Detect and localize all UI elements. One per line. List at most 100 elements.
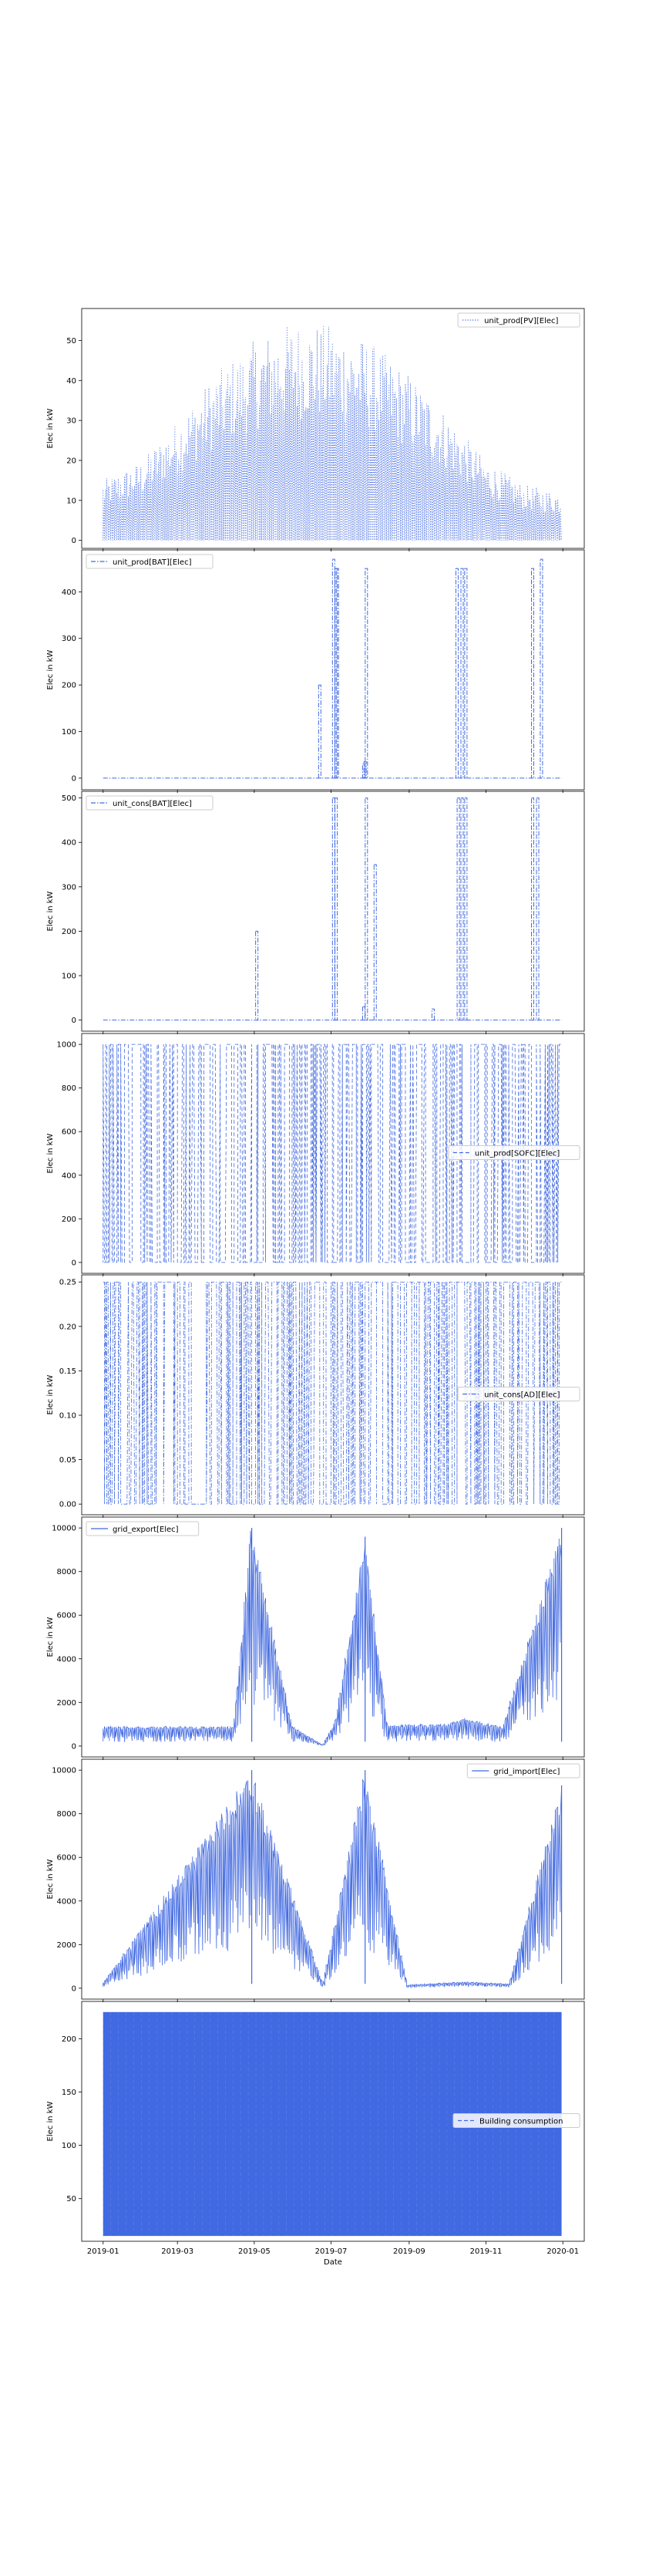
y-tick-label: 100 [62,2142,76,2150]
subplot-2: 0 100 200 300 400 Elec in kW unit_prod[BAT][El… [46,549,585,793]
axes-frame [81,1758,585,2000]
series-spike [531,797,535,1021]
plot-area [103,1770,563,1989]
y-tick-label: 500 [62,794,76,803]
series-line-7 [103,1779,562,1989]
series-line-6 [103,1530,562,1746]
axes-frame [81,549,585,791]
x-axis-label: Date [324,2258,342,2267]
y-tick-label: 0 [72,1984,76,1993]
y-tick-label: 0 [72,537,76,545]
y-tick-label: 400 [62,839,76,848]
x-tick-label: 2020-01 [546,2247,579,2256]
y-axis-label: Elec in kW [46,2101,55,2141]
y-tick-label: 600 [62,1128,76,1137]
legend: grid_import[Elec] [466,1763,580,1779]
y-tick-label: 0.20 [59,1323,76,1331]
y-tick-label: 0.00 [59,1501,76,1509]
legend-label: unit_cons[AD][Elec] [484,1391,560,1400]
axes-frame [81,308,585,549]
series-spike [464,568,468,779]
y-tick-label: 10000 [52,1525,76,1533]
y-tick-label: 800 [62,1084,76,1093]
y-axis-label: Elec in kW [46,649,55,690]
y-tick-label: 200 [62,2035,76,2044]
subplot-5: 0.00 0.05 0.10 0.15 0.20 0.25 Elec in kW unit_c… [46,1274,585,1518]
series-spike [335,797,338,1021]
legend-label: grid_import[Elec] [493,1768,560,1776]
plot-area [103,797,562,1021]
y-axis-label: Elec in kW [46,408,55,448]
legend-label: unit_prod[SOFC][Elec] [475,1150,560,1158]
y-tick-label: 0.15 [59,1367,76,1376]
legend: unit_prod[BAT][Elec] [86,554,214,569]
legend-box [448,1145,580,1160]
y-tick-label: 400 [62,588,76,597]
y-tick-label: 0 [72,1259,76,1267]
y-tick-label: 20 [66,457,76,465]
y-tick-label: 40 [66,377,76,386]
series-spike [460,797,464,1021]
x-tick-label: 2019-07 [315,2247,348,2256]
y-tick-label: 0.10 [59,1411,76,1420]
axes-frame [81,1033,585,1274]
legend-label: unit_prod[BAT][Elec] [113,558,192,567]
subplot-1: 0 10 20 30 40 50 Elec in kW unit_prod[PV][Elec] [46,308,585,551]
series-spike [255,930,259,1021]
y-tick-label: 300 [62,635,76,643]
legend-label: Building consumption [479,2118,563,2126]
y-tick-label: 1000 [57,1041,76,1050]
series-spike [335,568,339,779]
x-tick-label: 2019-01 [87,2247,119,2256]
plot-area [103,325,562,541]
y-tick-label: 8000 [57,1568,76,1576]
y-tick-label: 2000 [57,1941,76,1950]
y-axis-label: Elec in kW [46,1859,55,1899]
legend-box [86,795,214,811]
legend-box [457,312,580,328]
series-spike [456,797,460,1021]
axes-frame [81,791,585,1032]
y-tick-label: 0 [72,1017,76,1025]
x-tick-label: 2019-09 [393,2247,425,2256]
legend-box [452,2113,580,2128]
series-spike [431,1008,435,1021]
plot-area [103,1281,562,1505]
legend-box [86,1521,200,1536]
series-spike [536,797,540,1021]
series-spike [531,568,535,779]
legend: unit_cons[BAT][Elec] [86,795,214,811]
legend-box [466,1763,580,1779]
plot-area [103,1528,563,1746]
subplot-6: 0 2000 4000 6000 8000 10000 Elec in kW grid_exp… [46,1516,585,1760]
y-axis-label: Elec in kW [46,1133,55,1173]
y-tick-label: 8000 [57,1810,76,1819]
series-spike [331,797,335,1021]
series-spike [455,568,459,779]
y-tick-label: 10000 [52,1767,76,1775]
y-tick-label: 4000 [57,1655,76,1664]
series-spike [365,568,368,779]
legend: unit_cons[AD][Elec] [457,1387,580,1401]
y-tick-label: 50 [66,2195,76,2203]
y-tick-label: 0 [72,1742,76,1751]
y-axis-label: Elec in kW [46,891,55,931]
plot-area [103,2011,562,2237]
legend: Building consumption [452,2113,580,2128]
y-tick-label: 200 [62,1216,76,1224]
series-spike [331,558,335,779]
axes-frame [81,2001,585,2242]
subplot-3: 0 100 200 300 400 500 Elec in kW unit_cons[BAT]… [46,791,585,1034]
y-tick-label: 10 [66,497,76,505]
series-spike [460,568,464,779]
legend-label: unit_prod[PV][Elec] [484,317,558,325]
legend: unit_prod[PV][Elec] [457,312,580,328]
y-tick-label: 100 [62,728,76,737]
series-spike [373,864,377,1021]
axes-frame [81,1516,585,1758]
y-tick-label: 2000 [57,1699,76,1708]
subplot-8: 50 100 150 200 Elec in kW 2019-01 2019-03 2019-… [46,2001,585,2256]
legend: grid_export[Elec] [86,1521,200,1536]
axes-frame [81,1274,585,1516]
